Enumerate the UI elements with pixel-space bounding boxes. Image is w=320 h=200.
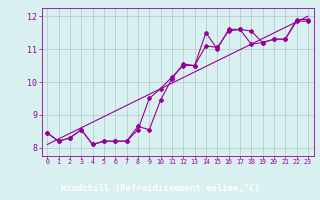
Text: Windchill (Refroidissement éolien,°C): Windchill (Refroidissement éolien,°C) [60, 184, 260, 194]
